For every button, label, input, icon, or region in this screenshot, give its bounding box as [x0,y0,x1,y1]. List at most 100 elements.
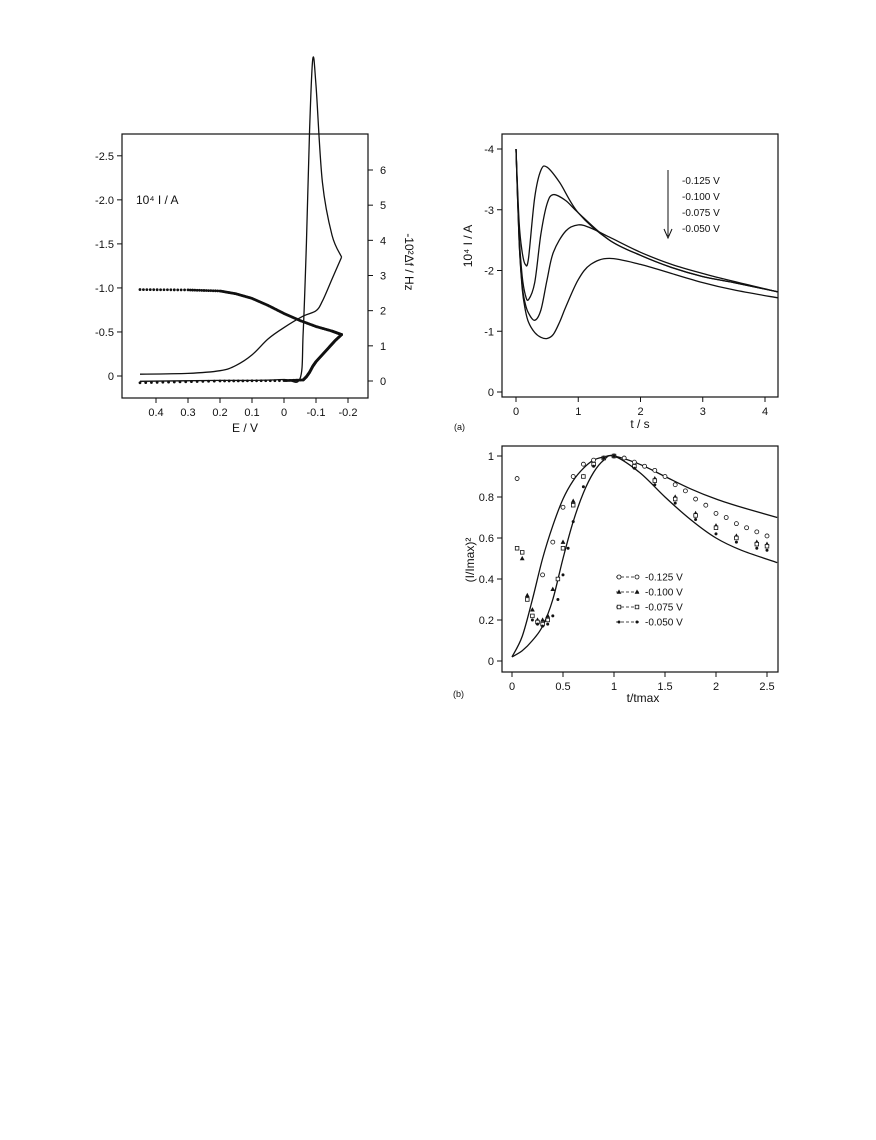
data-point-series-1 [570,498,576,503]
normalized-legend-marker [616,604,622,610]
data-point-series-1 [524,592,530,598]
cv-y-left-tick-label: -2.5 [95,151,114,163]
data-point-series-3 [561,573,565,577]
data-point-series-0 [662,474,668,479]
data-point-series-2 [754,541,759,547]
data-point-series-0 [683,488,688,494]
cv-frequency-point [148,288,152,292]
data-point-series-0 [550,539,556,545]
normalized-y-tick-label: 0.8 [479,492,494,504]
cv-frequency-point [191,288,194,292]
normalized-legend-marker [634,604,640,610]
data-point-series-3 [556,598,560,601]
data-point-series-0 [764,533,770,539]
data-point-series-1 [530,607,535,612]
cv-x-axis-label: E / V [232,421,258,435]
cv-curves [138,56,343,385]
normalized-x-tick-label: 0.5 [555,681,570,693]
transient-legend-entry: -0.125 V [682,176,720,187]
data-point-series-2 [514,546,520,551]
cv-frequency-point [202,289,206,292]
normalized-x-axis-label: t/tmax [627,691,660,705]
transient-y-axis-label: 10⁴ I / A [461,225,475,268]
data-point-series-2 [581,474,586,479]
transient-y-tick-label: -3 [484,205,494,217]
data-point-series-0 [734,521,739,527]
data-point-series-3 [673,501,677,505]
data-point-series-0 [754,529,760,535]
data-point-series-0 [693,496,698,502]
normalized-y-tick-label: 1 [488,451,494,463]
data-point-series-0 [632,459,637,465]
transient-legend-entry: -0.100 V [682,192,720,203]
cv-frequency-point [166,288,169,292]
normalized-x-tick-label: 1.5 [657,681,672,693]
transient-x-tick-label: 4 [762,406,768,418]
normalized-legend-marker [634,574,640,580]
data-point-series-0 [540,572,545,578]
data-point-series-3 [755,546,759,550]
cv-frequency-point [155,288,159,292]
cv-frequency-point [204,289,208,292]
cv-frequency-point [211,289,215,293]
data-point-series-3 [530,618,534,622]
cv-y-right-tick-label: 4 [380,235,386,247]
panel-a-label: (a) [454,422,465,432]
cv-frequency-point [216,289,220,293]
transient-plot-frame [501,133,779,398]
data-point-series-3 [536,622,539,626]
normalized-plot-frame [501,445,779,673]
data-point-series-3 [765,548,769,552]
data-point-series-3 [541,624,545,628]
cv-y-left-tick-label: -2.0 [95,195,114,207]
data-point-series-2 [520,550,525,555]
transient-x-tick-label: 1 [575,406,581,418]
data-point-series-2 [555,576,561,582]
data-point-series-1 [550,586,556,592]
cv-frequency-point [179,288,183,292]
cv-frequency-point [138,288,142,291]
data-point-series-2 [530,613,535,619]
transient-y-tick-label: 0 [488,387,494,399]
data-point-series-2 [713,525,719,530]
cv-frequency-point [198,288,201,292]
cv-current-curve-2 [139,56,343,383]
cv-y-right-tick-label: 3 [380,271,386,283]
transient-legend-entry: -0.050 V [682,224,720,235]
model-curve-1 [511,454,778,658]
data-point-series-1 [560,539,566,544]
data-point-series-2 [545,617,550,623]
data-point-series-3 [592,464,596,468]
cv-frequency-point [200,288,204,292]
cv-y-right-ticks: 0 1 2 3 4 5 6 [368,165,386,388]
cv-y-right-tick-label: 0 [380,376,386,388]
normalized-legend-entry: -0.125 V [645,573,683,584]
data-point-series-1 [519,555,525,561]
transient-curve-3 [515,148,778,340]
data-point-series-3 [602,456,606,460]
cv-frequency-point [142,288,145,291]
cv-frequency-point [207,289,210,292]
transient-curve-1 [515,148,778,301]
data-point-series-2 [673,496,678,502]
cv-frequency-point [195,288,199,292]
cv-frequency-point [209,289,213,293]
cv-y-right-tick-label: 2 [380,306,386,318]
data-point-series-3 [612,454,616,458]
normalized-legend-marker [634,589,640,594]
transient-x-axis-label: t / s [630,417,649,431]
cv-frequency-point [193,288,197,292]
transient-legend-entry: -0.075 V [682,208,720,219]
data-point-series-0 [560,504,566,510]
normalized-x-ticks: 0 0.5 1 1.5 2 2.5 [509,672,775,693]
normalized-legend-entry: -0.100 V [645,588,683,599]
normalized-x-tick-label: 0 [509,681,515,693]
normalized-legend-entry: -0.050 V [645,618,683,629]
cv-x-tick-label: -0.2 [339,407,358,419]
data-point-series-2 [693,513,698,518]
data-point-series-0 [621,455,627,461]
cv-y-left-tick-label: 0 [108,371,114,383]
transient-curve-2 [515,148,778,321]
data-point-series-0 [723,515,729,520]
